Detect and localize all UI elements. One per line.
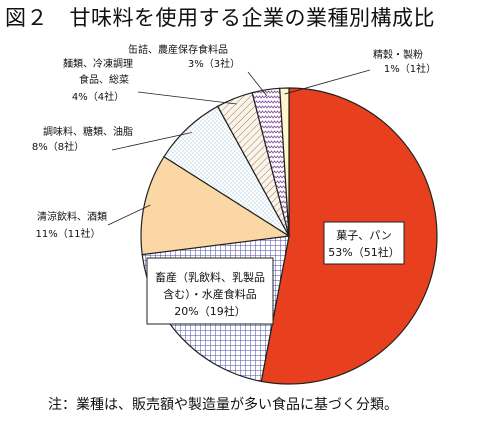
- label-s5-line2: 食品、総菜: [79, 73, 129, 86]
- label-s1-line1: 菓子、パン: [336, 229, 392, 242]
- leader-line-s3: [107, 204, 151, 226]
- pie-slice-s3: [140, 155, 291, 256]
- label-s2-line2: 含む）・水産食料品: [163, 287, 257, 301]
- label-s1-line2: 53%（51社）: [328, 245, 399, 259]
- leader-line-s6: [247, 71, 268, 96]
- leader-line-s7: [284, 69, 371, 95]
- label-s7-line2: 1%（1社）: [384, 62, 436, 75]
- chart-title: 図２ 甘味料を使用する企業の業種別構成比: [5, 6, 435, 30]
- label-s2-line1: 畜産（乳飲料、乳製品: [155, 270, 265, 284]
- label-s6-line2: 3%（3社）: [188, 57, 240, 70]
- pie-chart: 缶詰、農産保存食料品 3%（3社） 精穀・製粉 1%（1社） 麺類、冷凍調理 食…: [32, 43, 438, 385]
- pie-slice-s7: [279, 87, 290, 237]
- leader-line-s4: [111, 132, 192, 151]
- label-s5-line3: 4%（4社）: [72, 90, 124, 103]
- label-box-s1: [323, 221, 405, 265]
- leader-line-s5: [137, 91, 237, 105]
- label-s5-line1: 麺類、冷凍調理: [63, 57, 133, 70]
- footnote: 注：業種は、販売額や製造量が多い食品に基づく分類。: [48, 397, 398, 413]
- label-s3-line2: 11%（11社）: [36, 227, 101, 240]
- label-s7-line1: 精穀・製粉: [373, 48, 423, 61]
- label-s4-line2: 8%（8社）: [32, 140, 84, 153]
- label-s3-line1: 清涼飲料、酒類: [37, 210, 107, 223]
- label-s2-line3: 20%（19社）: [174, 304, 245, 318]
- label-box-s2: [146, 257, 274, 325]
- label-s4-line1: 調味料、糖類、油脂: [43, 125, 133, 138]
- label-s6-line1: 缶詰、農産保存食料品: [128, 43, 228, 56]
